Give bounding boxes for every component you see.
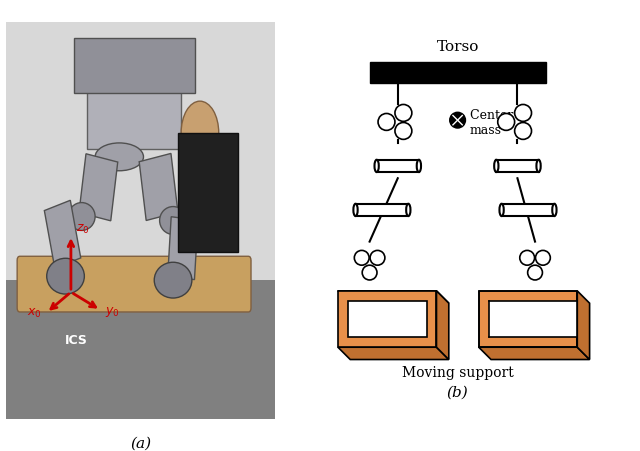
Bar xyxy=(139,154,178,221)
Bar xyxy=(6,23,275,281)
Ellipse shape xyxy=(159,207,186,235)
Ellipse shape xyxy=(353,204,358,216)
Circle shape xyxy=(515,123,532,140)
Polygon shape xyxy=(348,301,427,338)
Circle shape xyxy=(362,266,377,281)
Circle shape xyxy=(370,251,385,266)
Polygon shape xyxy=(338,291,449,304)
Circle shape xyxy=(395,123,412,140)
Ellipse shape xyxy=(154,262,192,299)
Text: Torso: Torso xyxy=(436,40,479,54)
Circle shape xyxy=(395,105,412,122)
Circle shape xyxy=(536,251,550,266)
Polygon shape xyxy=(338,347,449,360)
Ellipse shape xyxy=(68,203,95,231)
Bar xyxy=(497,161,539,173)
Ellipse shape xyxy=(536,161,541,173)
Bar xyxy=(79,154,118,221)
Text: Center of
mass: Center of mass xyxy=(470,109,529,137)
FancyBboxPatch shape xyxy=(17,257,251,312)
Text: $z_0$: $z_0$ xyxy=(76,223,90,236)
Polygon shape xyxy=(338,291,436,347)
Circle shape xyxy=(515,105,532,122)
Ellipse shape xyxy=(552,204,557,216)
Ellipse shape xyxy=(417,161,421,173)
Polygon shape xyxy=(479,291,577,347)
Ellipse shape xyxy=(374,161,379,173)
Text: Moving support: Moving support xyxy=(402,365,513,379)
Bar xyxy=(44,201,81,269)
Text: $y_0$: $y_0$ xyxy=(105,304,120,318)
Ellipse shape xyxy=(494,161,499,173)
Bar xyxy=(6,281,275,419)
Circle shape xyxy=(378,114,395,131)
Text: (a): (a) xyxy=(130,435,152,449)
Circle shape xyxy=(355,251,369,266)
Circle shape xyxy=(450,113,465,129)
Ellipse shape xyxy=(181,102,219,166)
Polygon shape xyxy=(436,291,449,360)
Ellipse shape xyxy=(406,204,410,216)
Polygon shape xyxy=(577,291,589,360)
Text: (b): (b) xyxy=(447,384,468,398)
Text: $x_0$: $x_0$ xyxy=(27,307,42,320)
Bar xyxy=(179,133,237,253)
Bar xyxy=(370,63,545,84)
Circle shape xyxy=(527,266,543,281)
Circle shape xyxy=(498,114,515,131)
Bar xyxy=(376,161,419,173)
Ellipse shape xyxy=(47,259,84,295)
Ellipse shape xyxy=(95,143,143,171)
Bar xyxy=(502,204,554,216)
Polygon shape xyxy=(479,347,589,360)
Polygon shape xyxy=(488,301,577,338)
Text: ICS: ICS xyxy=(65,334,88,346)
Bar xyxy=(74,38,195,94)
Circle shape xyxy=(520,251,534,266)
Ellipse shape xyxy=(499,204,504,216)
Bar xyxy=(87,62,181,150)
Bar xyxy=(356,204,408,216)
Bar xyxy=(168,217,198,280)
